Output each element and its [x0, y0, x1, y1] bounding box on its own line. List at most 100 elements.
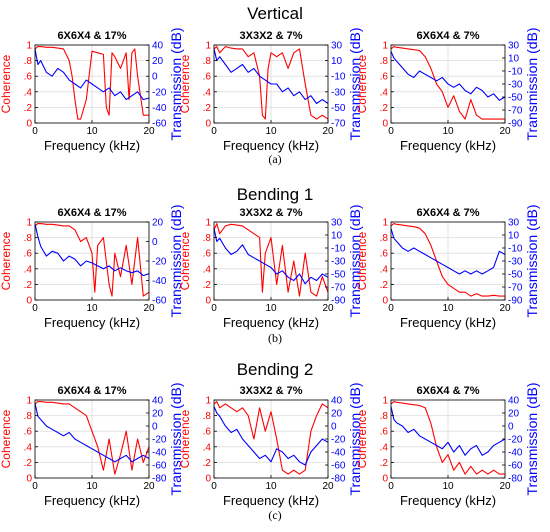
y-right-tick-label: 0 [152, 422, 158, 433]
y-right-tick-label: 20 [152, 56, 164, 67]
x-tick-label: 10 [265, 303, 277, 314]
y-left-tick-label: .8 [24, 56, 33, 67]
y-right-tick-label: 40 [152, 41, 164, 52]
y-left-tick-label: .8 [203, 56, 212, 67]
x-tick-label: 0 [211, 303, 217, 314]
y-left-tick-label: .2 [24, 280, 33, 291]
x-tick-label: 20 [322, 481, 334, 492]
y-right-tick-label: -10 [508, 67, 523, 78]
row-caption: (a) [268, 152, 281, 166]
x-tick-label: 0 [388, 303, 394, 314]
y-left-axis-label: Coherence [178, 54, 192, 113]
y-left-tick-label: .2 [203, 280, 212, 291]
transmission-line [34, 48, 150, 101]
transmission-line [213, 228, 329, 285]
y-left-tick-label: 1 [205, 41, 211, 52]
chart-panel: 0 10 20 0 .2 .4 .6 .8 1 30 10 -10 -30 -50 -70 -90 3X3X2 … [178, 204, 363, 330]
coherence-line [390, 401, 505, 475]
y-left-tick-label: 1 [26, 396, 32, 407]
x-tick-label: 10 [86, 481, 98, 492]
y-left-tick-label: .4 [203, 442, 212, 453]
chart-panel: 0 10 20 0 .2 .4 .6 .8 1 40 20 0 -20 -40 -60 -80 6X6X4 & … [0, 382, 184, 508]
panel-title: 6X6X4 & 17% [57, 385, 126, 397]
x-tick-label: 10 [265, 126, 277, 137]
x-tick-label: 10 [442, 303, 454, 314]
y-left-tick-label: 1 [26, 41, 32, 52]
x-tick-label: 20 [499, 303, 511, 314]
y-right-tick-label: 10 [508, 54, 520, 65]
y-right-tick-label: 10 [331, 231, 343, 242]
y-right-axis-label: Transmission (dB) [347, 27, 363, 140]
y-left-tick-label: 1 [382, 396, 388, 407]
y-left-axis-label: Coherence [355, 409, 369, 468]
y-right-tick-label: -50 [331, 270, 346, 281]
y-left-tick-label: .6 [380, 72, 389, 83]
x-tick-label: 10 [265, 481, 277, 492]
chart-panel: 0 10 20 0 .2 .4 .6 .8 1 40 20 0 -20 -40 -60 -80 6X6X4 & … [355, 382, 540, 508]
y-right-tick-label: 20 [152, 218, 164, 229]
y-right-axis-label: Transmission (dB) [524, 204, 540, 317]
y-left-tick-label: .8 [203, 411, 212, 422]
transmission-line [213, 406, 329, 466]
panel-title: 3X3X2 & 7% [240, 30, 303, 42]
transmission-line [34, 223, 150, 277]
chart-panel: 0 10 20 0 .2 .4 .6 .8 1 30 10 -10 -30 -50 -70 3X3X2 & 7… [178, 27, 363, 153]
coherence-line [390, 46, 505, 120]
y-left-tick-label: .4 [380, 87, 389, 98]
x-tick-label: 20 [143, 303, 155, 314]
y-right-axis-label: Transmission (dB) [347, 382, 363, 495]
y-left-tick-label: 0 [382, 119, 388, 130]
y-right-tick-label: -50 [508, 93, 523, 104]
y-right-tick-label: 40 [152, 396, 164, 407]
coherence-line [34, 46, 149, 120]
y-left-tick-label: .4 [24, 264, 33, 275]
row-caption: (c) [268, 508, 281, 522]
x-tick-label: 20 [499, 126, 511, 137]
panel-title: 3X3X2 & 7% [240, 385, 303, 397]
y-left-tick-label: .2 [24, 103, 33, 114]
y-left-axis-label: Coherence [178, 409, 192, 468]
y-right-axis-label: Transmission (dB) [524, 27, 540, 140]
x-axis-label: Frequency (kHz) [44, 315, 140, 330]
coherence-line [34, 401, 150, 475]
y-right-tick-label: -40 [508, 448, 523, 459]
y-right-tick-label: 30 [508, 41, 520, 52]
x-tick-label: 10 [86, 303, 98, 314]
y-left-axis-label: Coherence [355, 54, 369, 113]
x-tick-label: 0 [388, 481, 394, 492]
y-right-tick-label: 0 [331, 422, 337, 433]
y-left-tick-label: .6 [203, 427, 212, 438]
x-tick-label: 20 [143, 126, 155, 137]
y-right-tick-label: 20 [508, 409, 520, 420]
y-right-axis-label: Transmission (dB) [524, 382, 540, 495]
x-axis-label: Frequency (kHz) [400, 138, 496, 153]
y-right-tick-label: -90 [508, 296, 523, 307]
y-right-tick-label: 10 [331, 56, 343, 67]
y-right-axis-label: Transmission (dB) [168, 382, 184, 495]
y-right-tick-label: 30 [331, 218, 343, 229]
x-axis-label: Frequency (kHz) [223, 315, 319, 330]
x-tick-label: 20 [143, 481, 155, 492]
x-axis-label: Frequency (kHz) [44, 493, 140, 508]
y-right-tick-label: -60 [152, 119, 167, 130]
y-right-tick-label: -50 [331, 103, 346, 114]
x-tick-label: 10 [86, 126, 98, 137]
x-tick-label: 0 [211, 481, 217, 492]
y-left-tick-label: .2 [203, 458, 212, 469]
y-right-tick-label: -80 [152, 474, 167, 485]
y-right-tick-label: -90 [331, 296, 346, 307]
y-right-tick-label: -20 [508, 435, 523, 446]
y-left-tick-label: .4 [24, 87, 33, 98]
x-tick-label: 20 [322, 126, 334, 137]
y-left-axis-label: Coherence [0, 231, 13, 290]
y-right-tick-label: -30 [508, 80, 523, 91]
x-axis-label: Frequency (kHz) [400, 315, 496, 330]
chart-panel: 0 10 20 0 .2 .4 .6 .8 1 20 0 -20 -40 -60 6X6X4 & 17% Fr… [0, 204, 184, 330]
y-left-tick-label: 0 [26, 296, 32, 307]
y-right-tick-label: -60 [152, 296, 167, 307]
y-right-tick-label: 0 [152, 237, 158, 248]
y-left-tick-label: .4 [380, 442, 389, 453]
y-left-tick-label: .4 [203, 87, 212, 98]
x-tick-label: 0 [32, 481, 38, 492]
y-right-tick-label: -90 [508, 119, 523, 130]
